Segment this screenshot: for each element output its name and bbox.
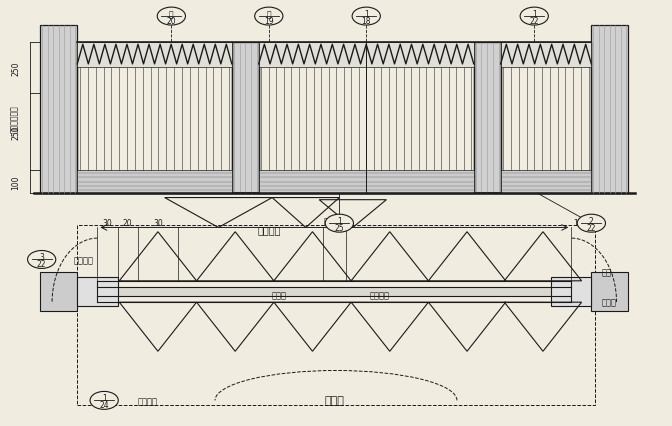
Bar: [501, 43, 591, 194]
Text: 22: 22: [37, 259, 46, 268]
Text: 开门机: 开门机: [601, 298, 616, 307]
Bar: [259, 43, 474, 194]
Text: 30: 30: [153, 219, 163, 228]
Circle shape: [577, 215, 605, 233]
Text: 1: 1: [337, 216, 342, 225]
Bar: [501, 170, 591, 194]
Text: 250: 250: [11, 61, 20, 75]
Text: 内立面图: 内立面图: [257, 225, 280, 235]
Text: 24: 24: [99, 400, 109, 409]
Bar: [551, 277, 591, 307]
Bar: [97, 288, 571, 296]
Text: 单孔插座: 单孔插座: [74, 255, 94, 265]
Text: 19: 19: [264, 17, 274, 26]
Text: 1: 1: [532, 10, 537, 19]
Bar: [232, 43, 259, 194]
Text: 20: 20: [329, 219, 339, 228]
Text: 10: 10: [573, 219, 583, 228]
Bar: [501, 43, 591, 68]
Text: 18: 18: [362, 17, 371, 26]
Text: 1: 1: [101, 393, 107, 402]
Circle shape: [352, 8, 380, 26]
Bar: [259, 170, 474, 194]
Text: 30: 30: [103, 219, 112, 228]
Text: 1: 1: [364, 10, 369, 19]
Text: 电门槛: 电门槛: [271, 290, 286, 299]
Text: 门洞宽度: 门洞宽度: [324, 217, 344, 226]
Text: 250: 250: [11, 125, 20, 139]
Circle shape: [325, 215, 353, 233]
Text: 100: 100: [11, 175, 20, 190]
Text: 20: 20: [123, 219, 132, 228]
Text: 门柱: 门柱: [601, 268, 612, 277]
Text: 门扇标志高度: 门扇标志高度: [10, 106, 19, 133]
Text: 20: 20: [167, 17, 176, 26]
Text: 平面图: 平面图: [324, 395, 344, 406]
Text: 单孔插座: 单孔插座: [138, 396, 158, 405]
Text: 一: 一: [267, 10, 271, 19]
Bar: [77, 43, 232, 68]
Bar: [77, 170, 232, 194]
Bar: [77, 277, 118, 307]
Bar: [40, 26, 77, 194]
Text: 2: 2: [589, 216, 594, 225]
Text: 双孔插座: 双孔插座: [370, 290, 390, 299]
Circle shape: [90, 391, 118, 409]
Bar: [77, 43, 232, 194]
Circle shape: [255, 8, 283, 26]
Circle shape: [28, 251, 56, 269]
Text: 22: 22: [587, 223, 596, 232]
Bar: [77, 226, 595, 405]
Circle shape: [520, 8, 548, 26]
Text: 一: 一: [169, 10, 173, 19]
Circle shape: [157, 8, 185, 26]
Bar: [259, 43, 474, 68]
Bar: [591, 26, 628, 194]
Bar: [40, 273, 77, 311]
Text: 3: 3: [39, 253, 44, 262]
Bar: [591, 273, 628, 311]
Text: 22: 22: [530, 17, 539, 26]
Bar: [474, 43, 501, 194]
Text: 25: 25: [335, 223, 344, 232]
